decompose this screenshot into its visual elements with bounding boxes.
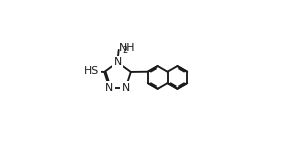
Text: NH: NH xyxy=(119,43,136,53)
Text: N: N xyxy=(105,83,113,93)
Text: N: N xyxy=(113,57,122,67)
Text: HS: HS xyxy=(83,66,99,76)
Text: N: N xyxy=(122,83,130,93)
Text: 2: 2 xyxy=(122,46,127,55)
